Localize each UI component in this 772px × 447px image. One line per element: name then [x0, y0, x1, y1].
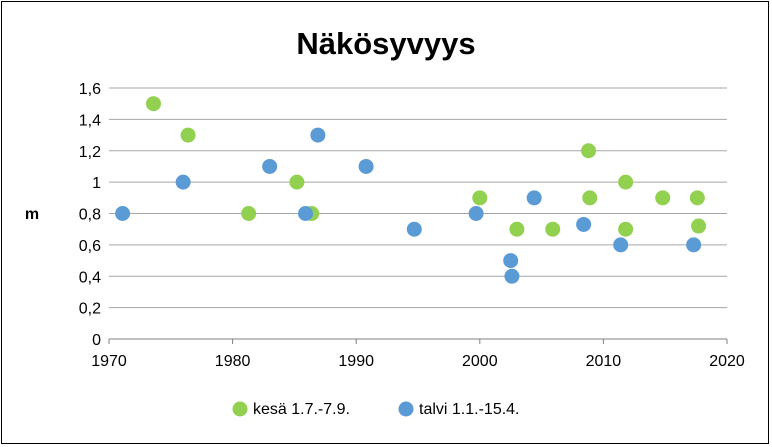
point-kesa: [618, 174, 634, 190]
point-kesa: [691, 218, 707, 234]
point-kesa: [545, 221, 561, 237]
point-kesa: [618, 221, 634, 237]
x-tick-label: 1970: [91, 353, 127, 370]
point-talvi: [115, 206, 131, 221]
x-tick-label: 2020: [709, 353, 745, 370]
y-tick-label: 1,2: [79, 144, 101, 161]
point-talvi: [175, 174, 191, 190]
point-kesa: [689, 190, 705, 206]
point-talvi: [504, 268, 520, 284]
y-tick-label: 0,2: [79, 301, 101, 318]
legend-marker: [232, 401, 248, 417]
point-talvi: [298, 206, 314, 221]
point-talvi: [576, 216, 592, 232]
point-kesa: [472, 190, 488, 206]
y-tick-label: 0,4: [79, 269, 101, 286]
legend: kesä 1.7.-7.9. talvi 1.1.-15.4.: [232, 401, 520, 418]
legend-marker: [398, 401, 414, 417]
point-talvi: [358, 158, 374, 174]
gridlines: [109, 87, 727, 309]
y-tick-label: 0,6: [79, 238, 101, 255]
point-talvi: [310, 127, 326, 143]
y-axis-label: m: [25, 206, 39, 223]
x-tick-label: 1990: [338, 353, 374, 370]
point-kesa: [289, 174, 305, 190]
point-kesa: [655, 190, 671, 206]
y-tick-label: 1: [92, 175, 101, 192]
point-kesa: [509, 221, 525, 237]
legend-label: talvi 1.1.-15.4.: [419, 401, 520, 418]
point-talvi: [406, 221, 422, 237]
axes: [108, 338, 728, 344]
chart-title: Näkösyvyys: [296, 26, 475, 61]
x-tick-label: 1980: [215, 353, 251, 370]
point-kesa: [145, 96, 161, 112]
point-kesa: [180, 127, 196, 143]
point-kesa: [582, 190, 598, 206]
y-tick-label: 1,4: [79, 112, 101, 129]
x-tick-label: 2010: [586, 353, 622, 370]
y-tick-label: 1,6: [79, 81, 101, 98]
point-talvi: [613, 237, 629, 253]
y-tick-label: 0,8: [79, 207, 101, 224]
data-points: [115, 96, 707, 284]
point-kesa: [581, 143, 597, 159]
point-talvi: [468, 206, 484, 221]
point-talvi: [686, 237, 702, 253]
point-talvi: [526, 190, 542, 206]
point-kesa: [241, 206, 257, 221]
tick-labels: 0 0,2 0,4 0,6 0,8 1 1,2 1,4 1,6 1970 1980 1990 2000 2…: [79, 81, 745, 370]
point-talvi: [262, 158, 278, 174]
legend-label: kesä 1.7.-7.9.: [253, 401, 350, 418]
point-talvi: [503, 253, 519, 269]
y-tick-label: 0: [92, 332, 101, 349]
x-tick-label: 2000: [462, 353, 498, 370]
